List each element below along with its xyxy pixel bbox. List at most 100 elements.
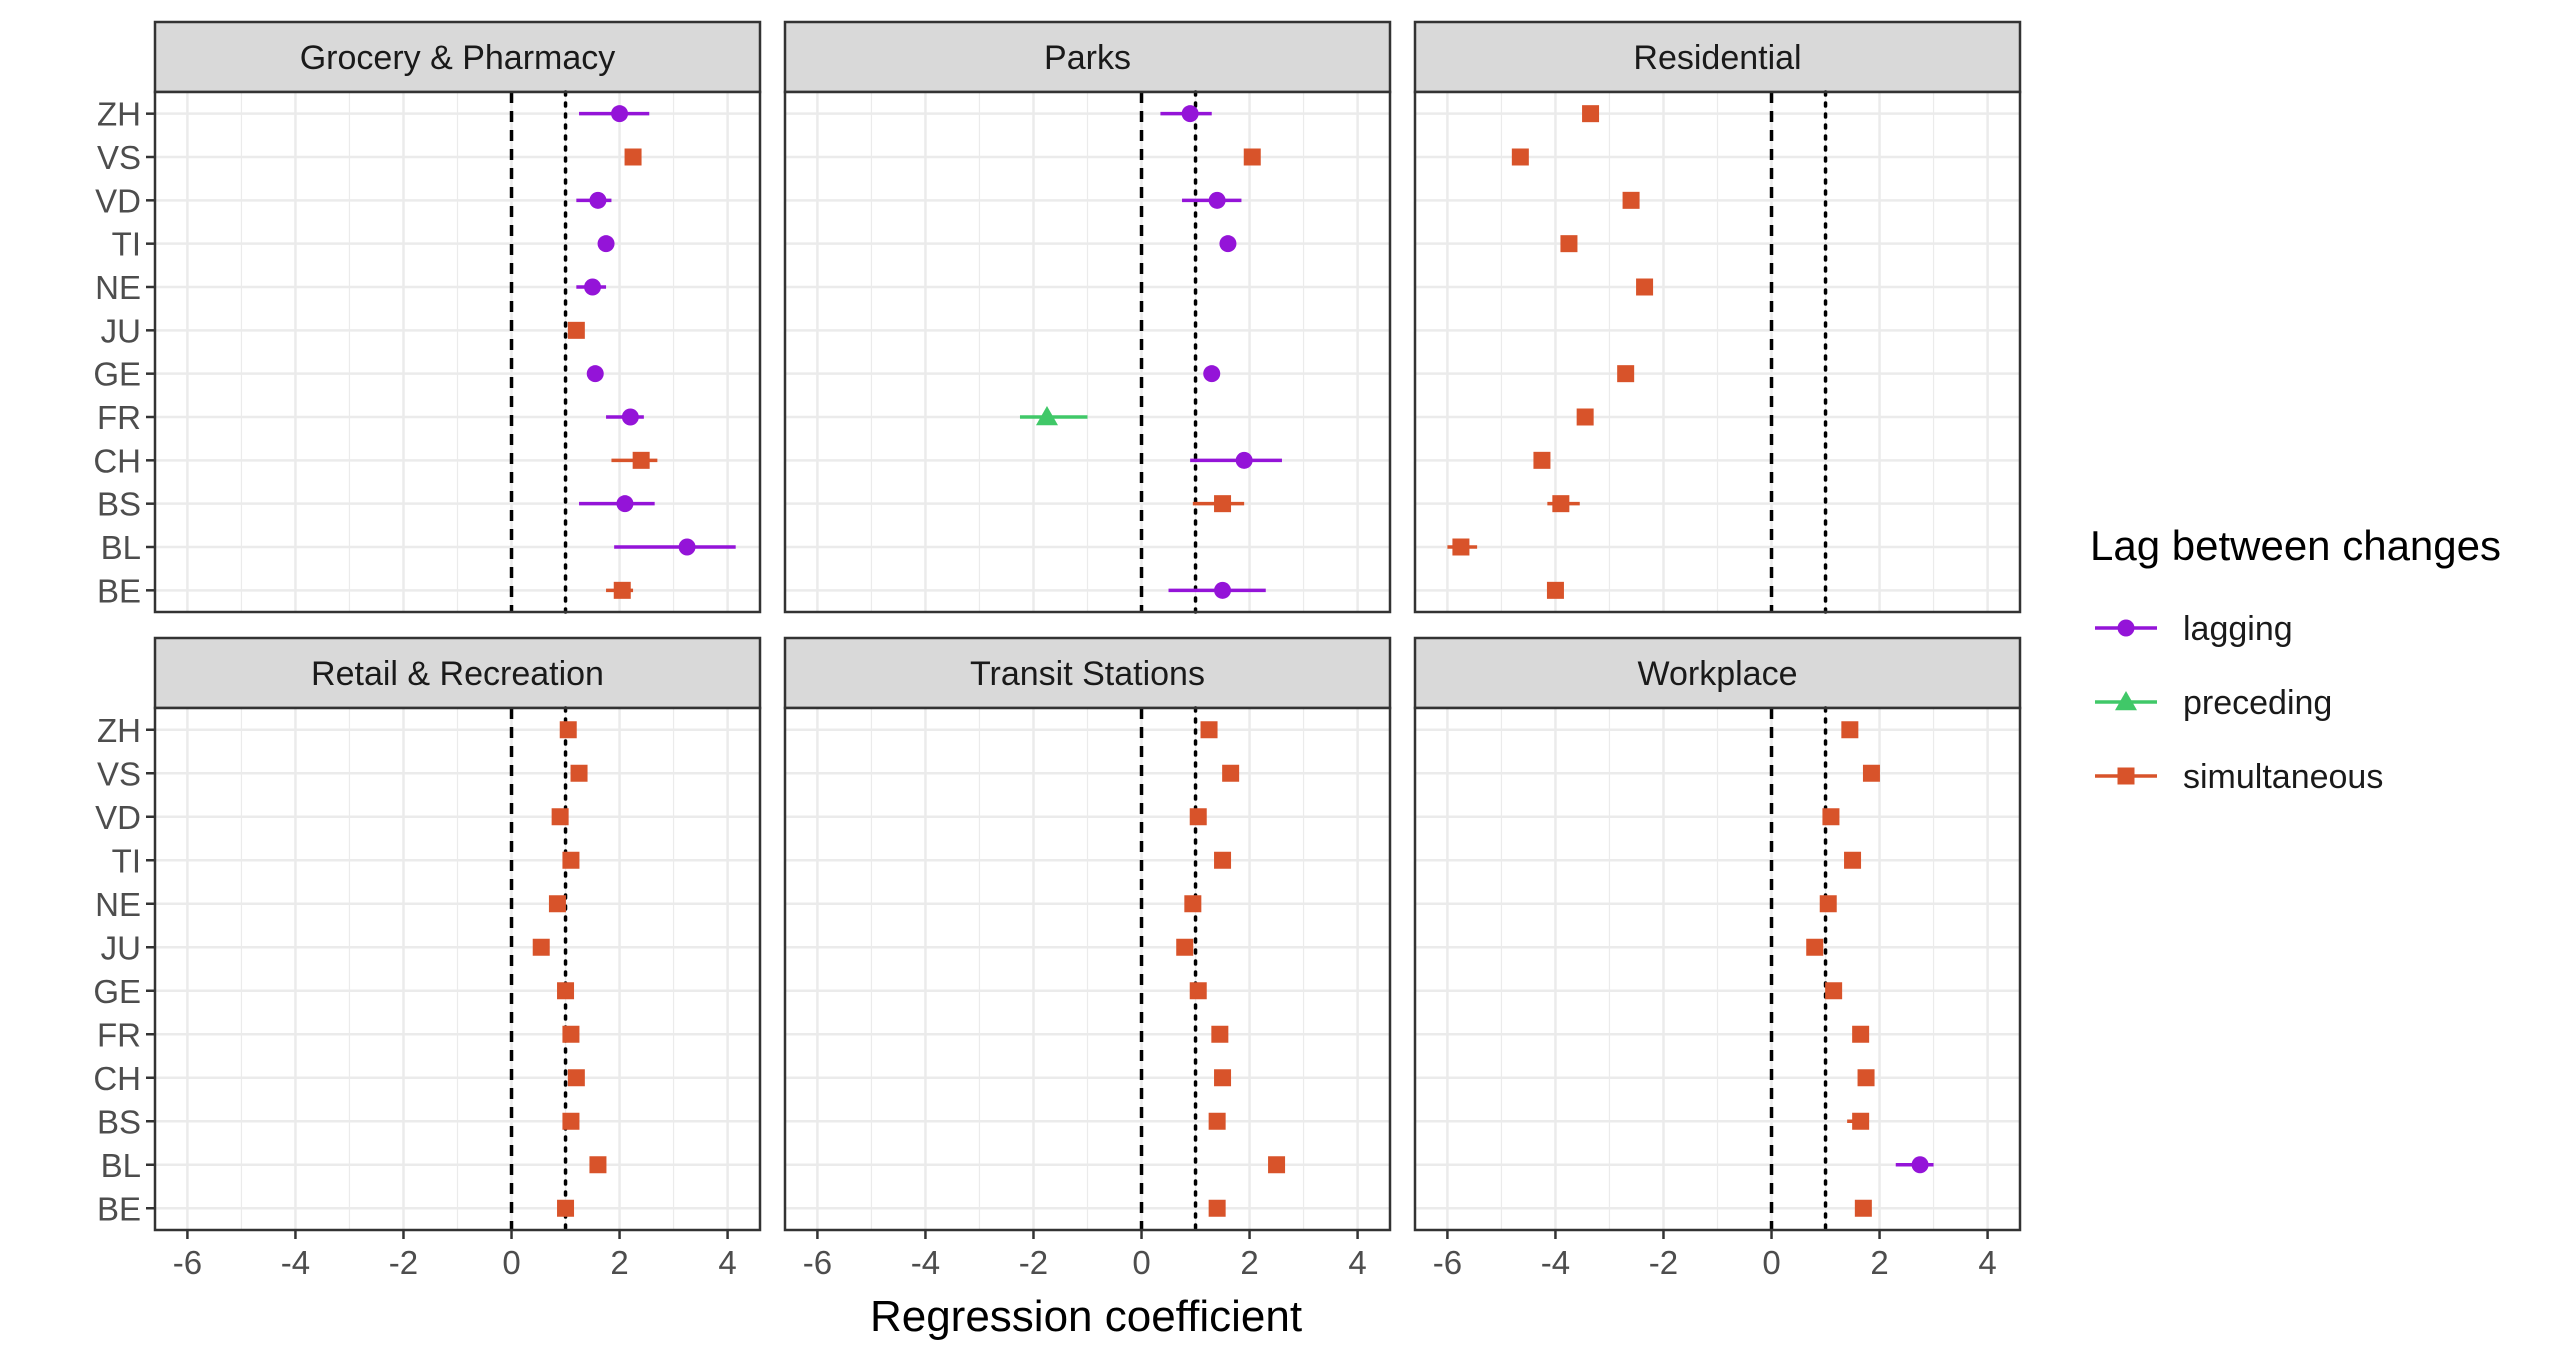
point-vd <box>1208 191 1226 209</box>
facet-strip <box>783 20 1392 94</box>
x-axis-title: Regression coefficient <box>870 1292 1302 1341</box>
point-bl <box>678 538 696 556</box>
point-vd <box>1822 808 1840 826</box>
point-ti <box>1214 851 1232 869</box>
point-ju <box>1806 938 1824 956</box>
grid <box>1415 708 2020 1230</box>
legend-key-marker <box>2117 619 2135 637</box>
point-be <box>1214 581 1232 599</box>
point-ch <box>1214 1069 1232 1087</box>
x-tick-label: -2 <box>1019 1244 1048 1281</box>
x-tick-label: 4 <box>1348 1244 1366 1281</box>
point-ne <box>1636 278 1654 296</box>
y-tick-label: BS <box>97 486 141 523</box>
data-points <box>1176 721 1286 1217</box>
y-axis: ZH VS VD TI NE JU GE FR CH BS BL BE <box>93 96 155 609</box>
facet-workplace: Workplace <box>1413 636 2022 1232</box>
facet-title: Transit Stations <box>970 655 1205 693</box>
facet-residential: Residential <box>1413 20 2022 614</box>
point-fr <box>1852 1025 1870 1043</box>
y-tick-label: TI <box>112 226 141 263</box>
point-bs <box>616 495 634 513</box>
y-tick-label: GE <box>93 356 141 393</box>
facet-title: Residential <box>1633 39 1801 77</box>
x-tick-label: -4 <box>911 1244 940 1281</box>
x-axis: -6 -4 -2 0 2 4 <box>803 1230 1367 1281</box>
y-tick-label: JU <box>101 929 141 966</box>
facet-strip <box>1413 636 2022 710</box>
facet-title: Retail & Recreation <box>311 655 604 693</box>
x-axis: -6 -4 -2 0 2 4 <box>1433 1230 1997 1281</box>
point-ge <box>586 365 604 383</box>
point-vd <box>1189 808 1207 826</box>
x-tick-label: -6 <box>1433 1244 1462 1281</box>
point-fr <box>562 1025 580 1043</box>
x-tick-label: -4 <box>281 1244 310 1281</box>
y-tick-label: NE <box>95 269 141 306</box>
y-tick-label: ZH <box>97 712 141 749</box>
point-ge <box>557 982 575 1000</box>
point-vs <box>1243 148 1261 166</box>
data-points <box>1019 105 1282 599</box>
facet-title: Workplace <box>1638 655 1798 693</box>
point-ti <box>1560 235 1578 253</box>
x-tick-label: -2 <box>389 1244 418 1281</box>
point-ti <box>562 851 580 869</box>
legend-key-marker <box>2115 691 2137 711</box>
x-tick-label: -2 <box>1649 1244 1678 1281</box>
data-points <box>1447 105 1654 599</box>
y-tick-label: BS <box>97 1103 141 1140</box>
legend-entry-lagging: lagging <box>2095 610 2293 648</box>
point-vs <box>624 148 642 166</box>
point-bs <box>562 1112 580 1130</box>
x-tick-label: 2 <box>1240 1244 1258 1281</box>
point-ne <box>1819 895 1837 913</box>
point-zh <box>1181 105 1199 123</box>
legend-label: lagging <box>2183 610 2293 648</box>
legend: Lag between changes lagging preceding simu… <box>2090 522 2501 796</box>
point-zh <box>1200 721 1218 739</box>
y-axis: ZH VS VD TI NE JU GE FR CH BS BL BE <box>93 712 155 1227</box>
point-ge <box>1189 982 1207 1000</box>
panel-border <box>1413 90 2022 614</box>
panel-border <box>153 90 762 614</box>
y-tick-label: GE <box>93 973 141 1010</box>
facet-panels: Grocery & Pharmacy Parks Residential Retail… <box>153 20 2022 1232</box>
point-ne <box>1184 895 1202 913</box>
x-axis: -6 -4 -2 0 2 4 <box>173 1230 737 1281</box>
x-tick-label: -6 <box>173 1244 202 1281</box>
y-tick-label: VS <box>97 755 141 792</box>
legend-title: Lag between changes <box>2090 522 2501 569</box>
point-be <box>1854 1199 1872 1217</box>
facet-title: Grocery & Pharmacy <box>300 39 616 77</box>
point-fr <box>1576 408 1594 426</box>
y-tick-label: VD <box>95 182 141 219</box>
point-bl <box>1268 1156 1286 1174</box>
y-tick-label: NE <box>95 886 141 923</box>
y-tick-label: FR <box>97 399 141 436</box>
point-vd <box>1622 191 1640 209</box>
x-tick-label: -4 <box>1541 1244 1570 1281</box>
point-vs <box>1862 764 1880 782</box>
x-tick-label: 4 <box>1978 1244 1996 1281</box>
x-tick-label: 2 <box>1870 1244 1888 1281</box>
facet-grocery-pharmacy: Grocery & Pharmacy <box>153 20 762 614</box>
data-points <box>532 721 607 1217</box>
point-bs <box>1208 1112 1226 1130</box>
x-tick-label: 0 <box>1762 1244 1780 1281</box>
point-vs <box>1511 148 1529 166</box>
facet-title: Parks <box>1044 39 1131 77</box>
point-ju <box>567 321 585 339</box>
grid <box>1415 92 2020 612</box>
point-be <box>613 581 631 599</box>
y-tick-label: VS <box>97 139 141 176</box>
axes: ZH VS VD TI NE JU GE FR CH BS BL BE ZH VS VD TI NE JU GE FR… <box>93 96 1996 1281</box>
x-tick-label: 0 <box>1132 1244 1150 1281</box>
panel-border <box>783 706 1392 1232</box>
grid <box>785 708 1390 1230</box>
y-tick-label: BE <box>97 1190 141 1227</box>
point-bs <box>1852 1112 1870 1130</box>
point-be <box>1208 1199 1226 1217</box>
data-points <box>1806 721 1934 1217</box>
point-bl <box>1911 1156 1929 1174</box>
